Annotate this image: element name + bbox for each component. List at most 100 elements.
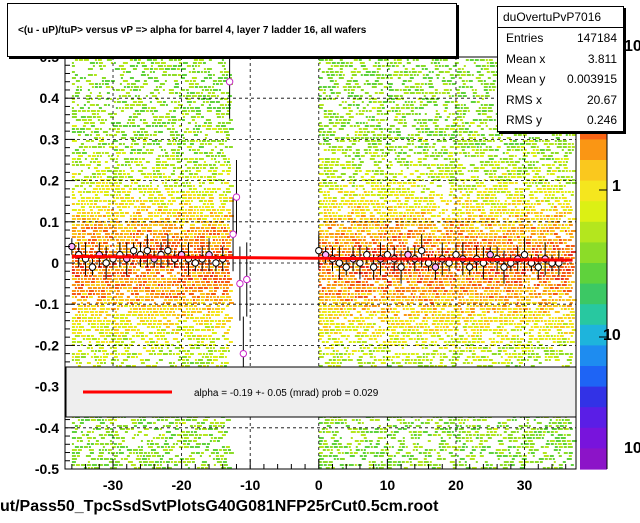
heatmap-cell xyxy=(558,164,562,166)
heatmap-cell xyxy=(159,83,165,85)
heatmap-cell xyxy=(76,455,80,457)
heatmap-cell xyxy=(202,365,206,367)
heatmap-cell xyxy=(388,161,392,163)
heatmap-cell xyxy=(138,134,144,136)
heatmap-cell xyxy=(146,245,149,247)
heatmap-cell xyxy=(525,179,530,181)
heatmap-cell xyxy=(112,140,118,142)
heatmap-cell xyxy=(403,92,409,94)
heatmap-cell xyxy=(179,284,182,286)
heatmap-cell xyxy=(197,287,203,289)
heatmap-cell xyxy=(193,305,197,307)
heatmap-cell xyxy=(455,161,458,163)
heatmap-cell xyxy=(215,113,220,115)
heatmap-cell xyxy=(327,203,330,205)
heatmap-cell xyxy=(210,248,214,250)
heatmap-cell xyxy=(187,122,191,124)
heatmap-cell xyxy=(80,464,86,466)
heatmap-cell xyxy=(171,278,177,280)
heatmap-cell xyxy=(513,194,519,196)
heatmap-cell xyxy=(176,161,181,163)
heatmap-cell xyxy=(336,113,339,115)
heatmap-cell xyxy=(105,290,108,292)
heatmap-cell xyxy=(137,431,142,433)
heatmap-cell xyxy=(403,74,409,76)
heatmap-cell xyxy=(497,137,501,139)
heatmap-cell xyxy=(155,161,161,163)
heatmap-cell xyxy=(214,326,220,328)
heatmap-cell xyxy=(104,332,108,334)
heatmap-cell xyxy=(188,239,194,241)
heatmap-cell xyxy=(71,443,74,445)
heatmap-cell xyxy=(85,434,89,436)
heatmap-cell xyxy=(393,119,398,121)
heatmap-cell xyxy=(102,221,106,223)
heatmap-cell xyxy=(158,230,162,232)
heatmap-cell xyxy=(160,437,164,439)
heatmap-cell xyxy=(182,251,188,253)
heatmap-cell xyxy=(348,110,353,112)
heatmap-cell xyxy=(505,194,508,196)
heatmap-cell xyxy=(198,59,204,61)
heatmap-cell xyxy=(163,284,166,286)
heatmap-cell xyxy=(434,149,437,151)
heatmap-cell xyxy=(71,332,76,334)
heatmap-cell xyxy=(198,158,204,160)
heatmap-cell xyxy=(152,143,155,145)
heatmap-cell xyxy=(71,125,77,127)
heatmap-cell xyxy=(455,113,459,115)
heatmap-cell xyxy=(165,431,171,433)
heatmap-cell xyxy=(143,428,149,430)
heatmap-cell xyxy=(141,104,147,106)
heatmap-cell xyxy=(422,164,427,166)
heatmap-cell xyxy=(358,113,364,115)
heatmap-cell xyxy=(519,143,525,145)
heatmap-cell xyxy=(510,146,516,148)
heatmap-cell xyxy=(374,149,379,151)
heatmap-cell xyxy=(562,143,567,145)
heatmap-cell xyxy=(392,182,396,184)
heatmap-cell xyxy=(173,251,177,253)
heatmap-cell xyxy=(220,215,223,217)
heatmap-cell xyxy=(340,122,346,124)
heatmap-cell xyxy=(96,212,100,214)
heatmap-cell xyxy=(103,104,107,106)
heatmap-cell xyxy=(191,281,194,283)
heatmap-cell xyxy=(481,107,487,109)
heatmap-cell xyxy=(211,308,214,310)
heatmap-cell xyxy=(459,119,463,121)
heatmap-cell xyxy=(459,179,465,181)
heatmap-cell xyxy=(164,152,168,154)
heatmap-cell xyxy=(370,119,375,121)
heatmap-cell xyxy=(473,140,478,142)
heatmap-cell xyxy=(137,137,143,139)
heatmap-cell xyxy=(166,284,171,286)
heatmap-cell xyxy=(103,194,109,196)
heatmap-cell xyxy=(193,437,197,439)
heatmap-cell xyxy=(71,107,74,109)
heatmap-cell xyxy=(131,422,137,424)
heatmap-cell xyxy=(492,185,498,187)
heatmap-cell xyxy=(429,155,435,157)
heatmap-cell xyxy=(424,68,428,70)
heatmap-cell xyxy=(318,185,324,187)
heatmap-cell xyxy=(166,191,170,193)
heatmap-cell xyxy=(208,233,212,235)
heatmap-cell xyxy=(133,290,138,292)
heatmap-cell xyxy=(443,131,446,133)
heatmap-cell xyxy=(198,428,201,430)
heatmap-cell xyxy=(176,149,180,151)
heatmap-cell xyxy=(166,467,172,469)
heatmap-cell xyxy=(108,461,114,463)
heatmap-cell xyxy=(167,200,171,202)
heatmap-cell xyxy=(116,260,119,262)
heatmap-cell xyxy=(340,206,343,208)
heatmap-cell xyxy=(81,152,87,154)
heatmap-cell xyxy=(219,83,223,85)
heatmap-cell xyxy=(393,59,396,61)
heatmap-cell xyxy=(453,170,457,172)
heatmap-cell xyxy=(133,434,136,436)
heatmap-cell xyxy=(132,101,137,103)
heatmap-cell xyxy=(134,263,137,265)
heatmap-cell xyxy=(170,179,173,181)
